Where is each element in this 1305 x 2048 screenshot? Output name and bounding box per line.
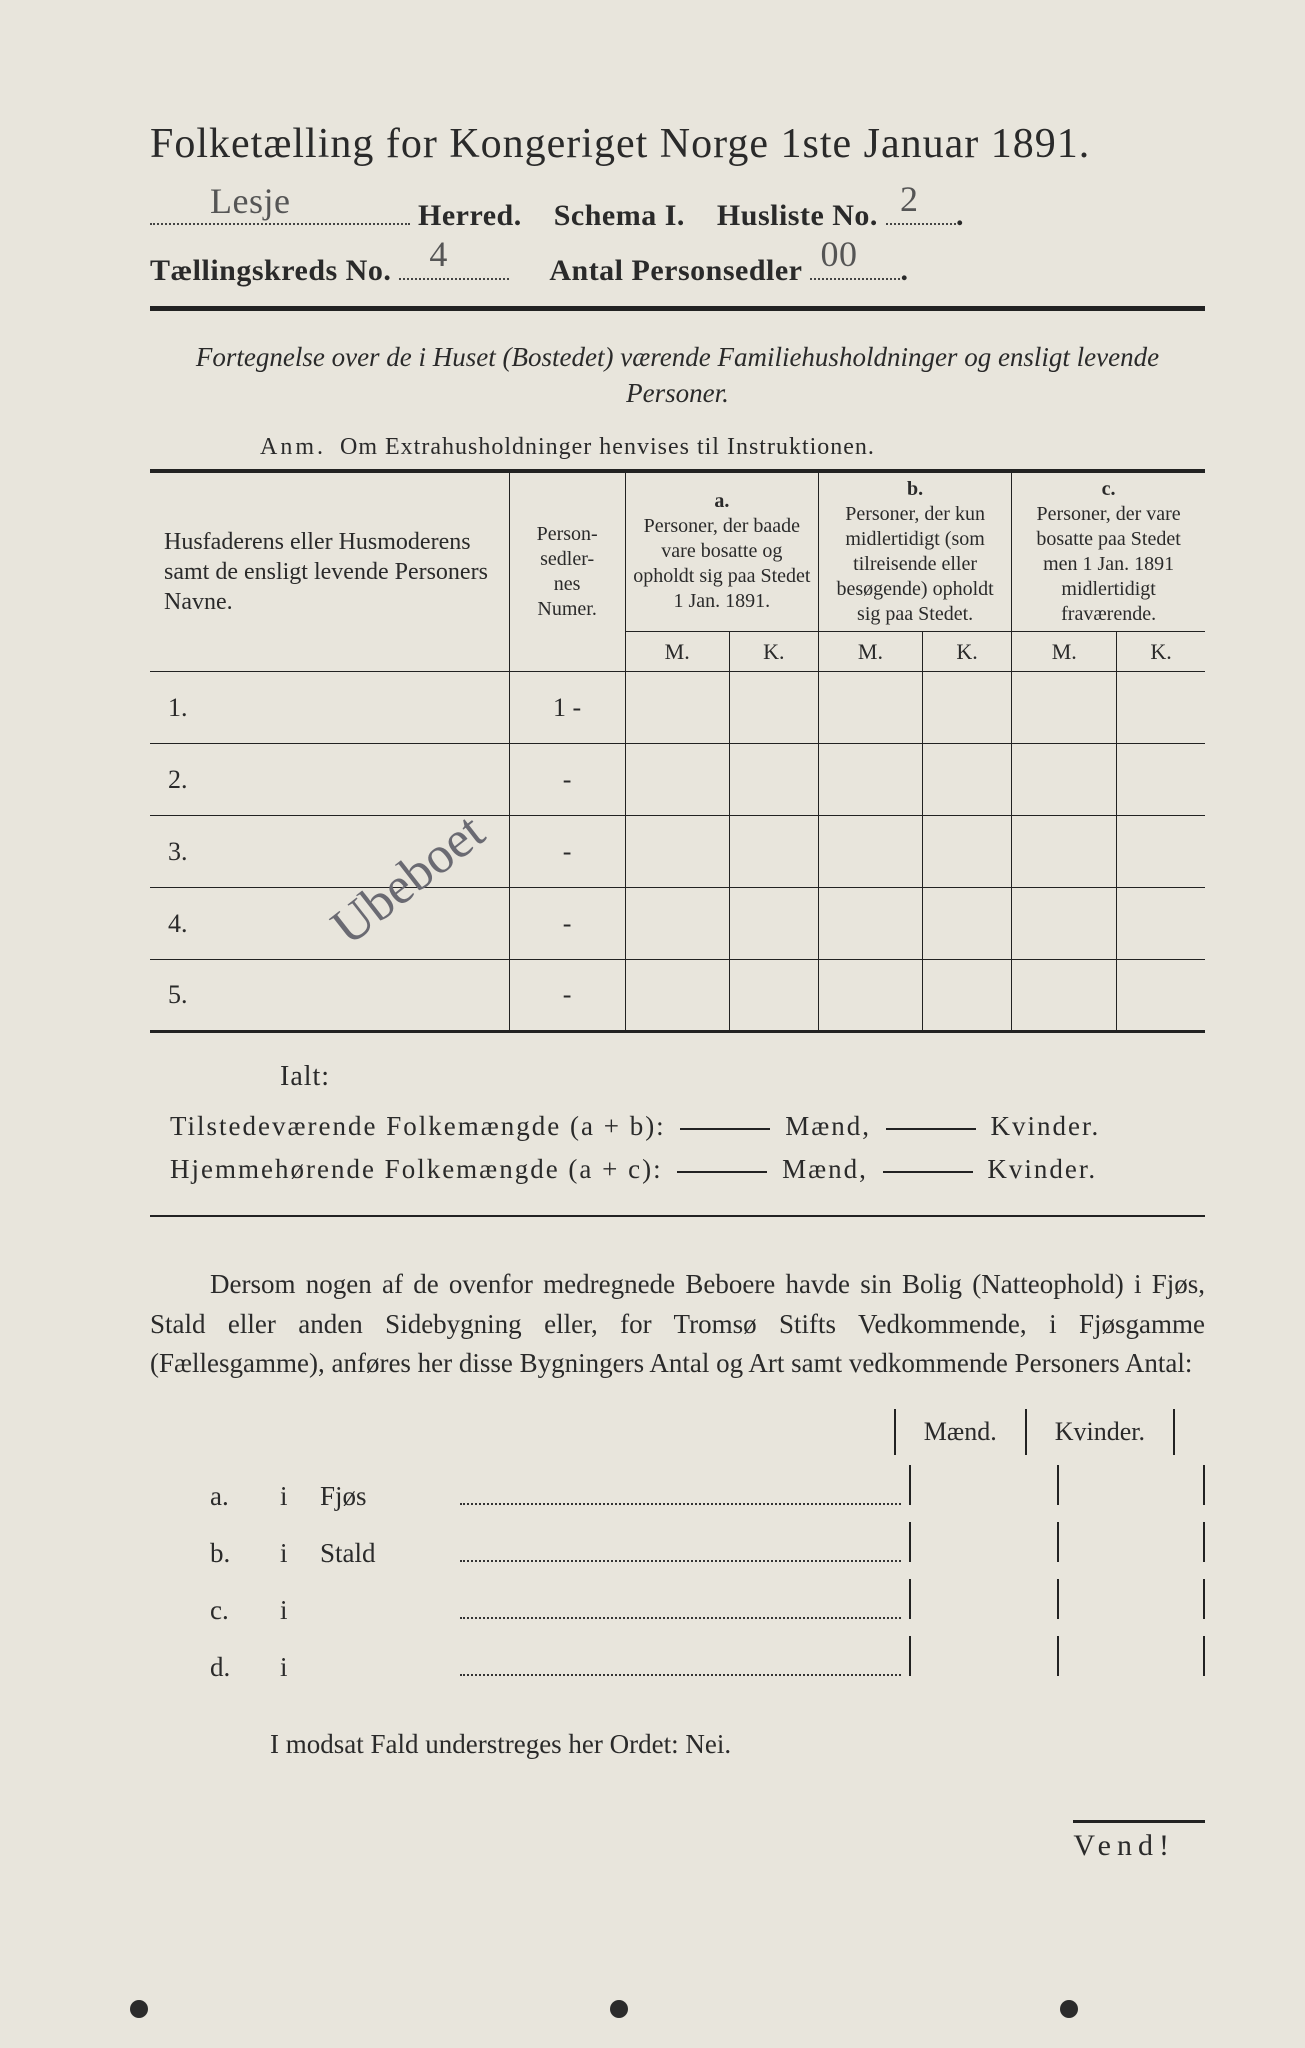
punch-hole-icon xyxy=(1060,2000,1078,2018)
ialt-label: Ialt: xyxy=(280,1061,1205,1093)
sum1-m-blank xyxy=(680,1128,770,1130)
th-b-text: Personer, der kun midlertidigt (som tilr… xyxy=(825,502,1005,627)
body-paragraph: Dersom nogen af de ovenfor medregnede Be… xyxy=(150,1265,1205,1382)
husliste-label: Husliste No. xyxy=(717,199,878,232)
th-c-label: c. xyxy=(1018,477,1199,502)
th-a: a. Personer, der baade vare bosatte og o… xyxy=(625,471,818,632)
th-b-k: K. xyxy=(922,631,1011,672)
th-b-label: b. xyxy=(825,477,1005,502)
table-row: 3. - xyxy=(150,816,1205,888)
mk-header-table: Mænd. Kvinder. xyxy=(894,1409,1175,1455)
th-names: Husfaderens eller Husmoderens samt de en… xyxy=(150,471,509,672)
fortegnelse-text: Fortegnelse over de i Huset (Bostedet) v… xyxy=(150,339,1205,412)
table-row: 1. 1 - xyxy=(150,672,1205,744)
th-b-m: M. xyxy=(818,631,922,672)
sum-line-1: Tilstedeværende Folkemængde (a + b): Mæn… xyxy=(170,1111,1205,1142)
side-row-c: c. i xyxy=(210,1579,1205,1626)
table-row: 4. - xyxy=(150,888,1205,960)
schema-label: Schema I. xyxy=(554,199,685,232)
anm-prefix: Anm. xyxy=(260,434,326,460)
anm-line: Anm. Om Extrahusholdninger henvises til … xyxy=(260,434,1205,461)
th-numer: Person- sedler- nes Numer. xyxy=(509,471,625,672)
side-row-b: b. i Stald xyxy=(210,1522,1205,1569)
th-c-k: K. xyxy=(1117,631,1205,672)
punch-hole-icon xyxy=(610,2000,628,2018)
census-table: Husfaderens eller Husmoderens samt de en… xyxy=(150,469,1205,1034)
kreds-label: Tællingskreds No. xyxy=(150,254,391,287)
sum2-m-blank xyxy=(677,1171,767,1173)
rule-1 xyxy=(150,306,1205,311)
th-a-label: a. xyxy=(632,489,812,514)
census-table-body: 1. 1 - 2. - 3. - 4. - xyxy=(150,672,1205,1032)
sum2-label: Hjemmehørende Folkemængde (a + c): xyxy=(170,1154,663,1184)
sum1-maend: Mænd, xyxy=(785,1111,871,1141)
table-row: 2. - xyxy=(150,744,1205,816)
nei-line: I modsat Fald understreges her Ordet: Ne… xyxy=(270,1729,1205,1760)
herred-label: Herred. xyxy=(418,199,522,232)
personsedler-no: 00 xyxy=(820,233,857,275)
vend-label: Vend! xyxy=(1073,1820,1205,1863)
sum1-k-blank xyxy=(886,1128,976,1130)
side-building-rows: a. i Fjøs b. i Stald c. i d. i xyxy=(150,1465,1205,1683)
herred-handwritten: Lesje xyxy=(210,180,290,222)
page-title: Folketælling for Kongeriget Norge 1ste J… xyxy=(150,120,1205,168)
personsedler-label: Antal Personsedler xyxy=(549,254,802,287)
kreds-no: 4 xyxy=(429,233,448,275)
husliste-no: 2 xyxy=(900,178,919,220)
th-c-text: Personer, der vare bosatte paa Stedet me… xyxy=(1018,502,1199,627)
th-c-m: M. xyxy=(1012,631,1117,672)
side-row-a: a. i Fjøs xyxy=(210,1465,1205,1512)
th-a-text: Personer, der baade vare bosatte og opho… xyxy=(632,514,812,614)
sum2-kvinder: Kvinder. xyxy=(987,1154,1097,1184)
th-names-text: Husfaderens eller Husmoderens samt de en… xyxy=(164,529,488,615)
mk-kvinder: Kvinder. xyxy=(1026,1409,1174,1455)
th-b: b. Personer, der kun midlertidigt (som t… xyxy=(818,471,1011,632)
rule-2 xyxy=(150,1215,1205,1217)
th-c: c. Personer, der vare bosatte paa Stedet… xyxy=(1012,471,1205,632)
sum2-maend: Mænd, xyxy=(782,1154,868,1184)
mk-maend: Mænd. xyxy=(895,1409,1026,1455)
sum1-label: Tilstedeværende Folkemængde (a + b): xyxy=(170,1111,666,1141)
sum1-kvinder: Kvinder. xyxy=(990,1111,1100,1141)
th-numer-text: Person- sedler- nes Numer. xyxy=(537,523,598,620)
sum2-k-blank xyxy=(883,1171,973,1173)
table-row: 5. - xyxy=(150,960,1205,1032)
th-a-k: K. xyxy=(729,631,818,672)
th-a-m: M. xyxy=(625,631,729,672)
sum-line-2: Hjemmehørende Folkemængde (a + c): Mænd,… xyxy=(170,1154,1205,1185)
header-line-1: Lesje Herred. Schema I. Husliste No. 2 . xyxy=(150,192,1205,233)
anm-text: Om Extrahusholdninger henvises til Instr… xyxy=(340,434,875,460)
punch-hole-icon xyxy=(130,2000,148,2018)
side-row-d: d. i xyxy=(210,1636,1205,1683)
census-form-page: Folketælling for Kongeriget Norge 1ste J… xyxy=(150,120,1205,1760)
header-line-2: Tællingskreds No. 4 Antal Personsedler 0… xyxy=(150,247,1205,288)
